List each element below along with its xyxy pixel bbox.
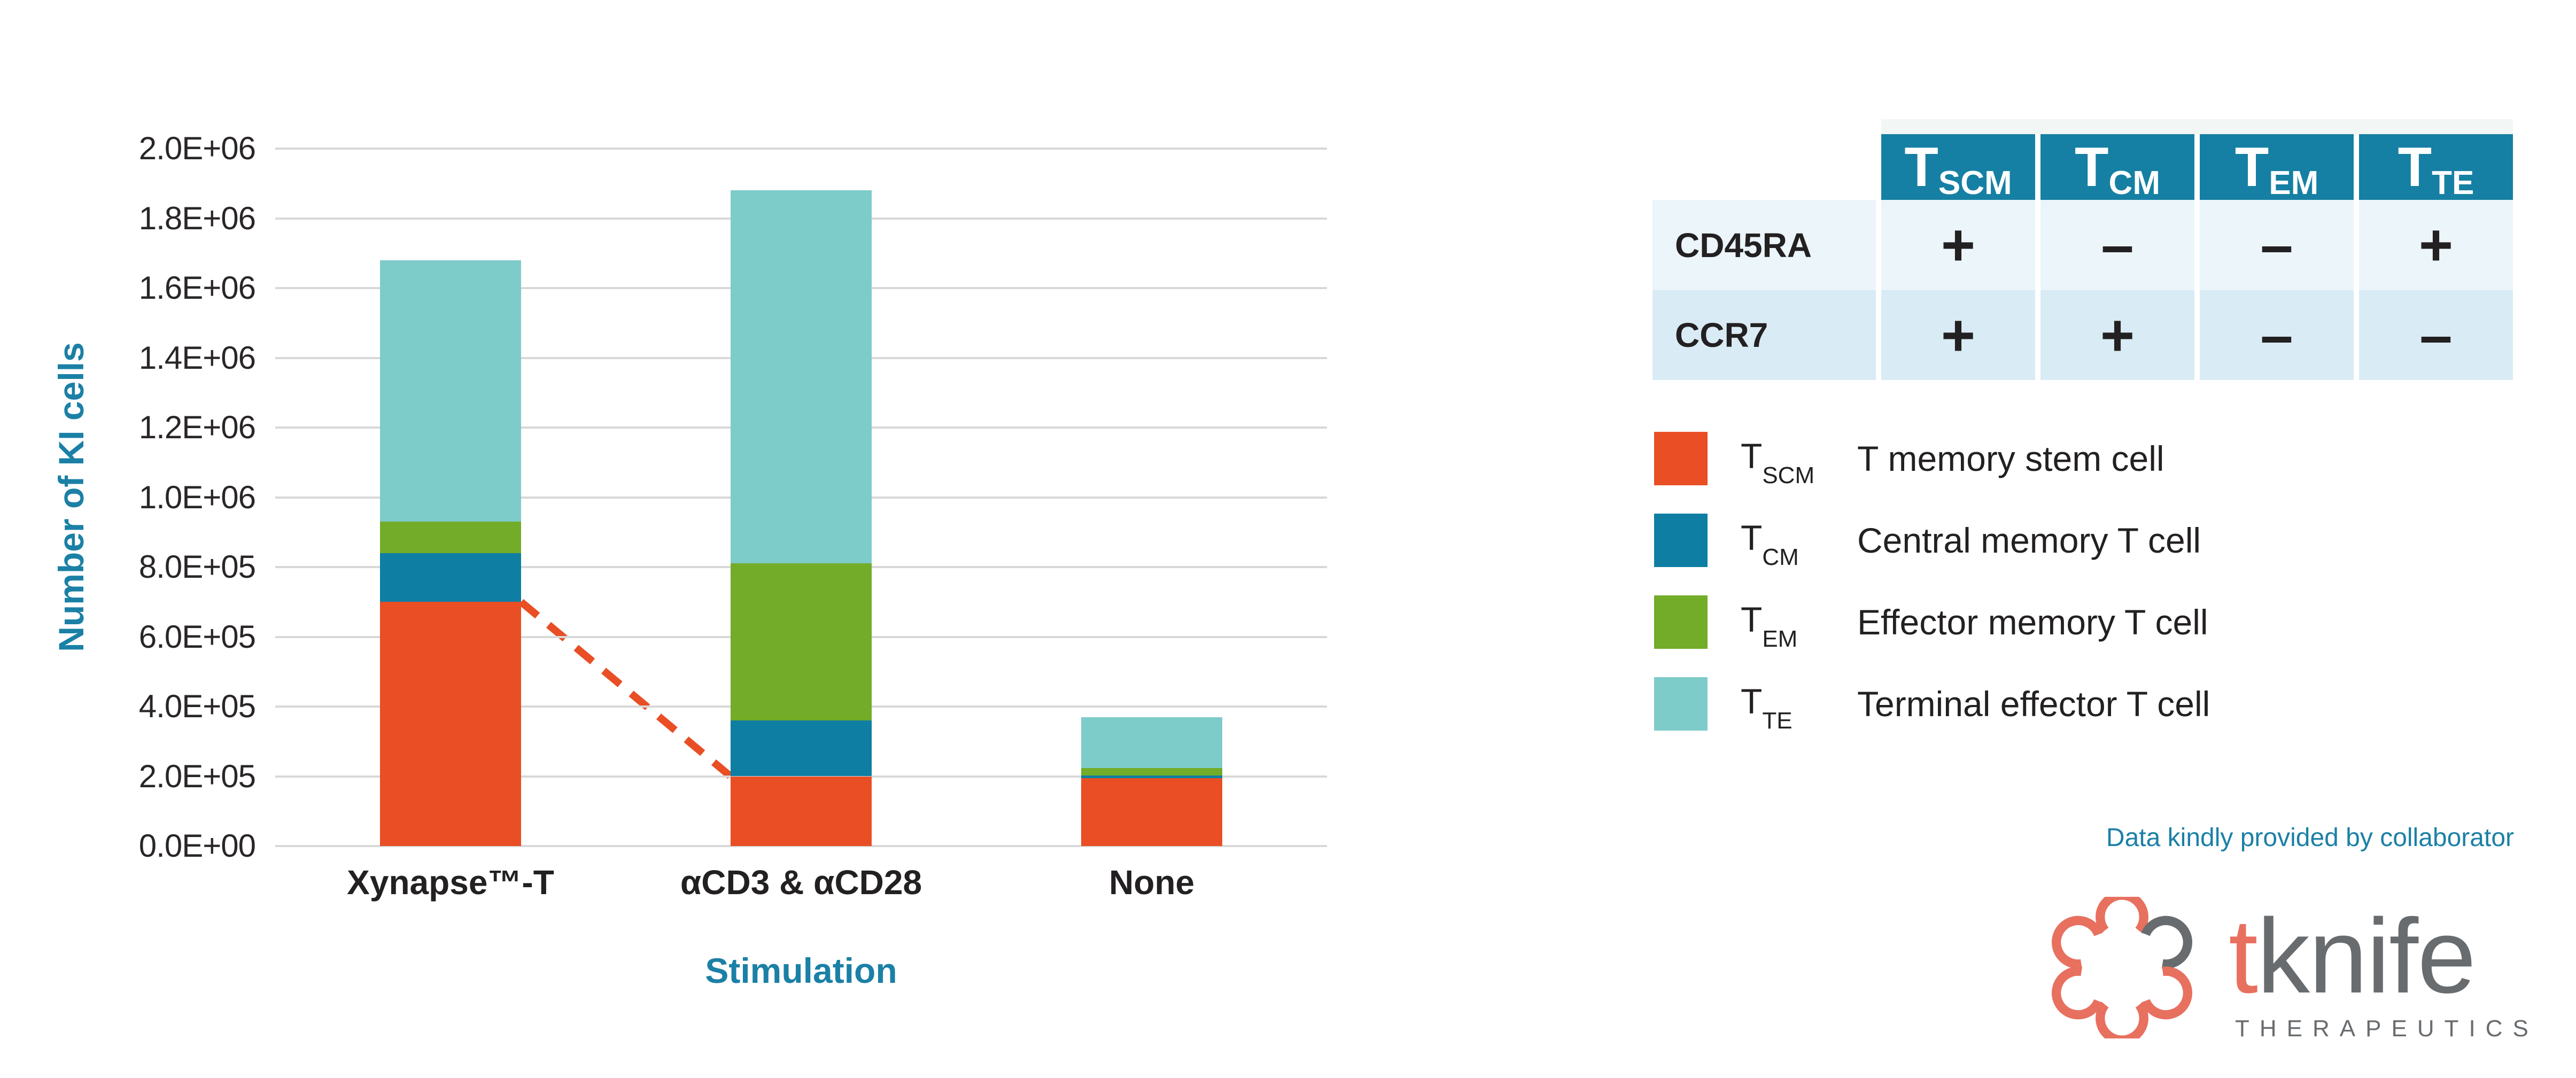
bar-segment-TSCM-0 — [380, 602, 521, 846]
bar-segment-TTE-2 — [1081, 717, 1222, 769]
bar-segment-TSCM-2 — [1081, 778, 1222, 846]
bar-segment-TCM-1 — [731, 720, 872, 777]
table-cell-CCR7-3: – — [2359, 290, 2513, 380]
logo-arc — [2139, 916, 2193, 969]
legend-item-TE: TTE Terminal effector T cell — [1654, 677, 2210, 734]
bar-segment-TEM-2 — [1081, 768, 1222, 775]
legend-swatch — [1654, 595, 1708, 649]
logo-word-t: t — [2229, 897, 2258, 1015]
logo-arc — [2139, 966, 2193, 1020]
y-tick-label: 1.0E+06 — [138, 479, 256, 515]
tknife-logo: tknife THERAPEUTICS — [2051, 894, 2532, 1054]
legend-symbol: TTE — [1741, 681, 1793, 734]
y-tick-label: 4.0E+05 — [138, 688, 256, 724]
logo-arc — [2051, 916, 2105, 969]
table-header-TEM: T EM — [2200, 134, 2354, 200]
bar-segment-TEM-0 — [380, 522, 521, 553]
table-top-strip — [1881, 119, 2513, 134]
table-cell-CCR7-2: – — [2200, 290, 2354, 380]
table-cell-CCR7-0: + — [1881, 290, 2035, 380]
legend-symbol: TSCM — [1741, 436, 1815, 489]
logo-word-knife: knife — [2257, 897, 2476, 1015]
legend-item-SCM: TSCM T memory stem cell — [1654, 432, 2210, 489]
y-tick-label: 0.0E+00 — [138, 828, 256, 864]
y-tick-label: 1.2E+06 — [138, 409, 256, 445]
legend-item-CM: TCM Central memory T cell — [1654, 514, 2210, 571]
legend-label: Terminal effector T cell — [1857, 684, 2210, 724]
bar-segment-TEM-1 — [731, 563, 872, 721]
data-credit-note: Data kindly provided by collaborator — [2106, 824, 2514, 852]
table-header-TCM: T CM — [2040, 134, 2194, 200]
table-header-TSCM: T SCM — [1881, 134, 2035, 200]
legend-label: Central memory T cell — [1857, 521, 2201, 560]
legend: TSCM T memory stem cell TCM Central memo… — [1654, 432, 2210, 759]
gridline — [275, 148, 1327, 150]
table-cell-CCR7-1: + — [2040, 290, 2194, 380]
y-tick-label: 6.0E+05 — [138, 618, 256, 655]
legend-swatch — [1654, 432, 1708, 485]
legend-symbol: TCM — [1741, 517, 1799, 571]
legend-label: Effector memory T cell — [1857, 602, 2208, 642]
table-corner-spacer — [1652, 134, 1876, 200]
gridline — [275, 845, 1327, 847]
logo-subtitle: THERAPEUTICS — [2235, 1015, 2539, 1042]
table-header-TTE: T TE — [2359, 134, 2513, 200]
y-tick-label: 1.8E+06 — [138, 200, 256, 236]
y-tick-label: 1.6E+06 — [138, 270, 256, 306]
table-cell-CD45RA-2: – — [2200, 200, 2354, 290]
legend-label: T memory stem cell — [1857, 439, 2164, 478]
bar-segment-TCM-0 — [380, 553, 521, 602]
y-tick-label: 2.0E+06 — [138, 130, 256, 166]
legend-symbol: TEM — [1741, 599, 1798, 653]
category-label-0: Xynapse™-T — [347, 863, 554, 902]
table-row-label-CD45RA: CD45RA — [1652, 200, 1876, 290]
y-tick-label: 8.0E+05 — [138, 549, 256, 585]
y-tick-label: 2.0E+05 — [138, 758, 256, 794]
bar-segment-TTE-0 — [380, 260, 521, 522]
logo-arc — [2096, 897, 2148, 944]
tknife-logo-icon — [2051, 897, 2193, 1038]
legend-item-EM: TEM Effector memory T cell — [1654, 595, 2210, 653]
x-axis-title: Stimulation — [705, 951, 897, 990]
legend-swatch — [1654, 677, 1708, 731]
tknife-wordmark: tknife — [2229, 903, 2476, 1009]
bar-segment-TCM-2 — [1081, 775, 1222, 778]
logo-arc — [2051, 966, 2105, 1020]
table-row-label-CCR7: CCR7 — [1652, 290, 1876, 380]
logo-arc — [2096, 991, 2148, 1038]
bar-segment-TTE-1 — [731, 190, 872, 564]
legend-swatch — [1654, 514, 1708, 567]
y-tick-label: 1.4E+06 — [138, 339, 256, 376]
marker-table: T SCM T CM T EM T TE CD45RA + – – + CCR7 + + – – — [1652, 134, 2513, 380]
category-label-1: αCD3 & αCD28 — [680, 863, 922, 902]
table-cell-CD45RA-1: – — [2040, 200, 2194, 290]
table-cell-CD45RA-0: + — [1881, 200, 2035, 290]
category-label-2: None — [1109, 863, 1194, 902]
table-cell-CD45RA-3: + — [2359, 200, 2513, 290]
bar-segment-TSCM-1 — [731, 776, 872, 846]
